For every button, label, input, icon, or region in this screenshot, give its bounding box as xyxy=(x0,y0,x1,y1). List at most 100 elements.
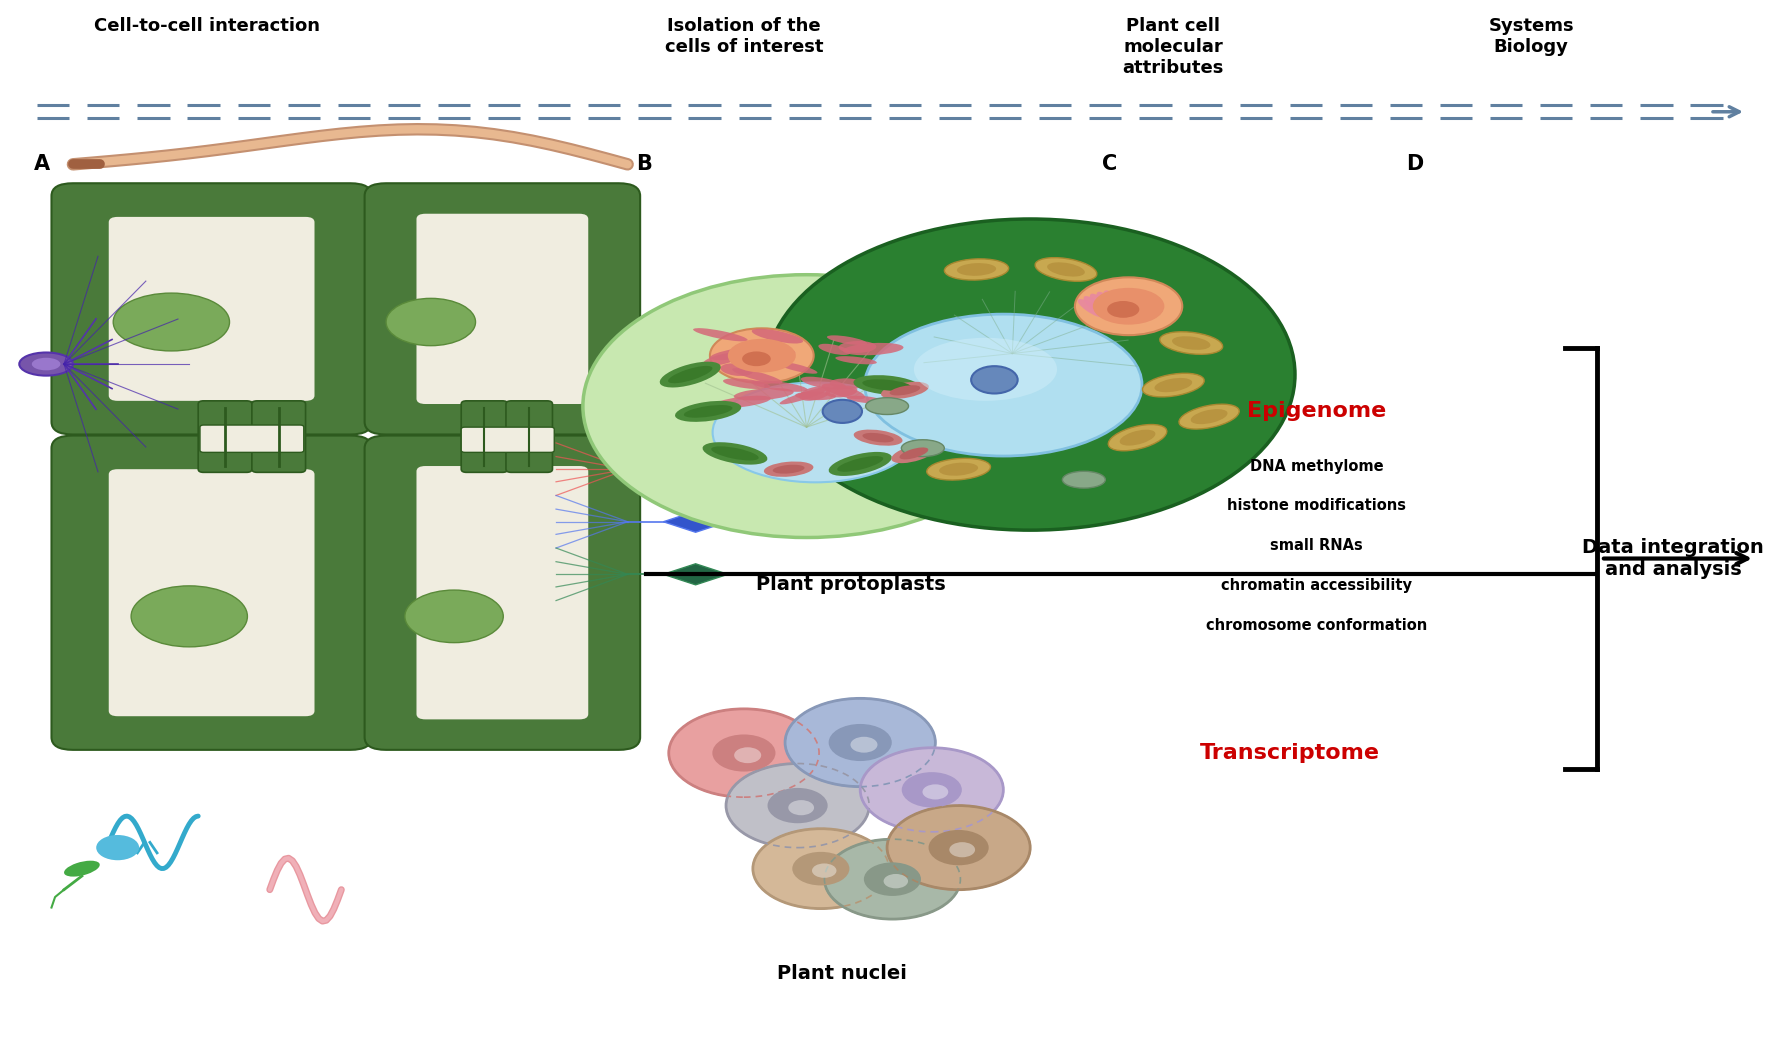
Ellipse shape xyxy=(685,405,733,417)
Ellipse shape xyxy=(939,463,978,475)
Ellipse shape xyxy=(742,351,771,366)
Circle shape xyxy=(883,874,909,889)
Ellipse shape xyxy=(772,465,805,473)
FancyBboxPatch shape xyxy=(199,401,253,472)
FancyBboxPatch shape xyxy=(461,427,554,452)
Ellipse shape xyxy=(1127,293,1147,314)
FancyBboxPatch shape xyxy=(364,435,640,749)
Ellipse shape xyxy=(722,378,771,389)
FancyBboxPatch shape xyxy=(52,183,371,434)
Circle shape xyxy=(713,735,776,772)
Ellipse shape xyxy=(405,590,504,643)
Ellipse shape xyxy=(780,387,830,405)
Ellipse shape xyxy=(131,586,247,647)
FancyBboxPatch shape xyxy=(416,466,588,720)
Circle shape xyxy=(812,863,837,878)
Text: DNA methylome: DNA methylome xyxy=(1249,458,1383,473)
Ellipse shape xyxy=(1190,409,1228,424)
Ellipse shape xyxy=(659,362,720,388)
Circle shape xyxy=(824,839,961,919)
Ellipse shape xyxy=(20,352,73,375)
Ellipse shape xyxy=(826,335,867,345)
Ellipse shape xyxy=(862,433,894,443)
Ellipse shape xyxy=(1133,297,1159,316)
Ellipse shape xyxy=(776,362,817,374)
Ellipse shape xyxy=(796,391,837,401)
Ellipse shape xyxy=(839,341,876,353)
Text: Plant nuclei: Plant nuclei xyxy=(778,964,907,983)
Ellipse shape xyxy=(702,443,767,465)
FancyBboxPatch shape xyxy=(52,435,371,749)
FancyBboxPatch shape xyxy=(364,183,640,434)
Text: small RNAs: small RNAs xyxy=(1271,539,1364,553)
Ellipse shape xyxy=(889,385,921,395)
Ellipse shape xyxy=(65,861,100,877)
Ellipse shape xyxy=(32,357,61,370)
Ellipse shape xyxy=(866,314,1142,456)
Text: chromosome conformation: chromosome conformation xyxy=(1206,619,1426,633)
Ellipse shape xyxy=(1154,378,1192,392)
Text: Plant protoplasts: Plant protoplasts xyxy=(756,575,946,594)
Ellipse shape xyxy=(862,379,912,391)
FancyBboxPatch shape xyxy=(109,469,315,717)
Text: histone modifications: histone modifications xyxy=(1228,499,1407,513)
Text: D: D xyxy=(1407,154,1423,174)
Text: Data integration
and analysis: Data integration and analysis xyxy=(1582,538,1763,579)
Ellipse shape xyxy=(837,456,883,472)
FancyBboxPatch shape xyxy=(505,401,552,472)
Ellipse shape xyxy=(866,397,909,414)
Ellipse shape xyxy=(1124,291,1140,313)
Ellipse shape xyxy=(720,364,753,376)
Text: B: B xyxy=(636,154,652,174)
Circle shape xyxy=(950,842,975,857)
Ellipse shape xyxy=(830,378,866,389)
Circle shape xyxy=(901,773,962,807)
Ellipse shape xyxy=(842,343,903,355)
Circle shape xyxy=(864,862,921,896)
Ellipse shape xyxy=(1159,332,1222,354)
Ellipse shape xyxy=(957,264,996,276)
Ellipse shape xyxy=(676,401,742,422)
Circle shape xyxy=(767,788,828,823)
Polygon shape xyxy=(663,458,728,480)
Circle shape xyxy=(928,829,989,865)
Circle shape xyxy=(788,800,814,815)
Ellipse shape xyxy=(713,383,918,483)
Ellipse shape xyxy=(1084,296,1107,316)
Ellipse shape xyxy=(853,430,903,446)
Circle shape xyxy=(735,747,762,763)
Ellipse shape xyxy=(891,444,937,463)
Ellipse shape xyxy=(702,353,742,366)
Ellipse shape xyxy=(944,259,1009,280)
Polygon shape xyxy=(663,511,728,532)
Ellipse shape xyxy=(926,458,991,480)
Ellipse shape xyxy=(713,395,771,408)
Ellipse shape xyxy=(901,440,944,456)
Ellipse shape xyxy=(385,298,475,346)
Circle shape xyxy=(860,747,1004,832)
Ellipse shape xyxy=(668,366,713,384)
Ellipse shape xyxy=(1097,292,1115,314)
Ellipse shape xyxy=(733,388,794,401)
Ellipse shape xyxy=(113,293,229,351)
Circle shape xyxy=(582,275,1030,538)
Text: chromatin accessibility: chromatin accessibility xyxy=(1220,579,1412,593)
FancyBboxPatch shape xyxy=(416,214,588,404)
Ellipse shape xyxy=(1115,290,1127,313)
Ellipse shape xyxy=(1075,277,1183,335)
Ellipse shape xyxy=(1047,262,1084,276)
Circle shape xyxy=(887,805,1030,890)
Ellipse shape xyxy=(882,382,928,398)
Ellipse shape xyxy=(801,376,846,390)
Polygon shape xyxy=(663,564,728,585)
Ellipse shape xyxy=(1120,290,1133,313)
Ellipse shape xyxy=(744,347,796,358)
Ellipse shape xyxy=(1107,301,1140,318)
Circle shape xyxy=(792,852,849,885)
Circle shape xyxy=(971,366,1018,393)
Text: C: C xyxy=(1102,154,1116,174)
FancyBboxPatch shape xyxy=(461,401,507,472)
Circle shape xyxy=(97,835,140,860)
Circle shape xyxy=(765,219,1296,530)
Ellipse shape xyxy=(914,337,1057,401)
